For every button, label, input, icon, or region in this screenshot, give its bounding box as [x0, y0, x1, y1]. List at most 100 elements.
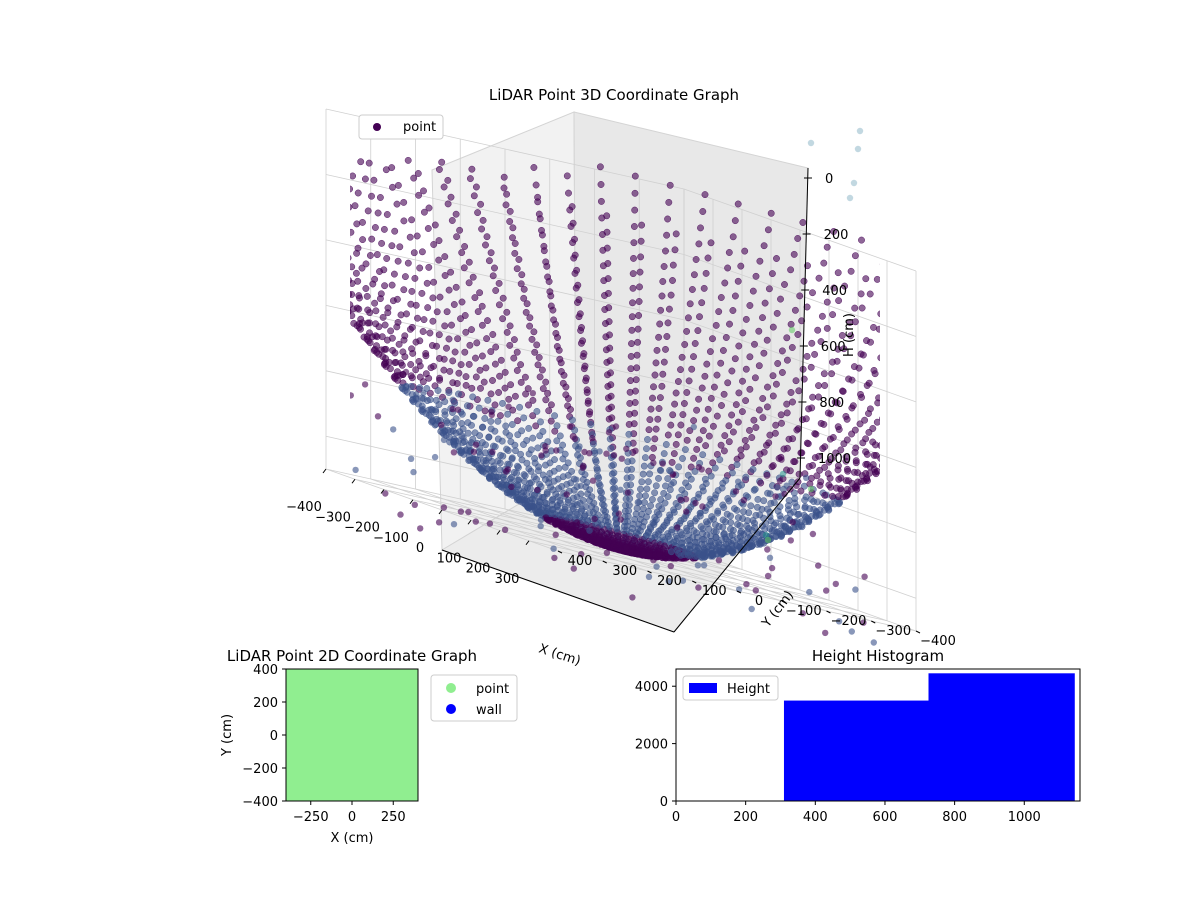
- scatter-point: [962, 289, 968, 295]
- scatter-point: [877, 310, 880, 318]
- scatter-point: [831, 398, 839, 406]
- scatter-point: [618, 455, 625, 462]
- scatter-point: [788, 344, 796, 351]
- scatter-point: [756, 511, 764, 519]
- scatter-point: [851, 252, 859, 260]
- scatter-point: [900, 434, 906, 440]
- scatter-point: [715, 523, 723, 530]
- scatter-point: [890, 448, 896, 454]
- scatter-point: [596, 448, 603, 455]
- scatter-point: [407, 455, 415, 462]
- scatter-point: [608, 462, 616, 470]
- scatter-point: [655, 527, 663, 535]
- scatter-point: [667, 291, 675, 299]
- scatter-point: [331, 223, 337, 229]
- scatter-point: [763, 471, 771, 479]
- chart-2d-legend: point wall: [430, 674, 518, 722]
- scatter-point: [302, 225, 308, 231]
- scatter-point: [500, 173, 508, 181]
- scatter-point: [566, 423, 574, 430]
- scatter-point: [285, 179, 291, 185]
- scatter-point: [823, 298, 831, 306]
- scatter-point: [555, 464, 563, 472]
- scatter-point: [448, 321, 455, 329]
- scatter-point: [826, 474, 834, 482]
- scatter-point: [604, 382, 612, 390]
- scatter-point: [591, 515, 598, 523]
- scatter-point: [971, 328, 977, 334]
- scatter-point: [829, 434, 837, 441]
- scatter-point: [580, 365, 588, 373]
- x-tick-mark: [351, 478, 356, 484]
- scatter-point: [424, 225, 432, 232]
- scatter-point: [834, 423, 842, 431]
- scatter-point: [299, 196, 305, 202]
- scatter-point: [266, 182, 272, 188]
- scatter-point: [508, 454, 516, 462]
- scatter-point: [286, 218, 292, 224]
- scatter-point: [623, 466, 631, 474]
- scatter-point: [771, 429, 779, 437]
- scatter-point: [796, 292, 804, 300]
- scatter-point: [696, 313, 703, 321]
- scatter-point: [669, 277, 676, 284]
- scatter-point: [354, 277, 362, 285]
- scatter-point: [841, 282, 849, 290]
- scatter-point: [530, 328, 538, 336]
- scatter-point: [660, 263, 668, 270]
- scatter-point: [443, 417, 450, 425]
- scatter-point: [430, 241, 438, 248]
- scatter-point: [366, 252, 374, 259]
- scatter-point: [490, 465, 498, 473]
- scatter-point: [495, 301, 503, 309]
- scatter-point: [489, 448, 496, 456]
- scatter-point: [739, 377, 746, 385]
- scatter-point: [748, 605, 755, 613]
- scatter-point: [914, 388, 920, 394]
- scatter-point: [331, 276, 337, 282]
- scatter-point: [799, 219, 807, 226]
- scatter-point: [861, 416, 869, 424]
- scatter-point: [910, 253, 916, 259]
- scatter-point: [666, 514, 674, 522]
- scatter-point: [509, 234, 516, 242]
- scatter-point: [682, 496, 690, 503]
- scatter-point: [650, 459, 657, 467]
- scatter-point: [499, 294, 507, 302]
- scatter-point: [602, 333, 610, 341]
- x-tick-label: 600: [873, 810, 898, 825]
- scatter-point: [677, 552, 684, 559]
- scatter-point: [769, 392, 777, 400]
- scatter-point: [276, 188, 282, 194]
- x-tick-label: −300: [315, 510, 351, 525]
- scatter-point: [515, 256, 523, 263]
- scatter-point: [658, 292, 666, 300]
- scatter-point: [631, 189, 639, 197]
- scatter-point: [865, 428, 873, 436]
- scatter-point: [717, 441, 725, 449]
- scatter-point: [798, 449, 806, 457]
- scatter-point: [549, 495, 557, 503]
- scatter-point: [890, 422, 896, 428]
- scatter-point: [325, 276, 331, 282]
- scatter-point: [410, 249, 418, 257]
- scatter-point: [837, 446, 845, 454]
- scatter-point: [704, 405, 712, 413]
- scatter-point: [734, 418, 742, 426]
- scatter-point: [483, 233, 491, 241]
- scatter-point: [923, 377, 929, 383]
- scatter-point: [350, 172, 357, 180]
- scatter-point: [355, 305, 363, 313]
- scatter-point: [410, 174, 418, 182]
- x-tick-mark: [322, 468, 327, 474]
- scatter-point: [694, 562, 702, 569]
- scatter-point: [528, 491, 536, 499]
- scatter-point: [783, 482, 790, 489]
- scatter-point: [842, 457, 850, 465]
- scatter-point: [646, 416, 654, 424]
- scatter-point: [328, 246, 334, 252]
- scatter-point: [457, 315, 464, 323]
- scatter-point: [271, 160, 277, 166]
- scatter-point: [351, 202, 359, 210]
- scatter-point: [605, 429, 613, 436]
